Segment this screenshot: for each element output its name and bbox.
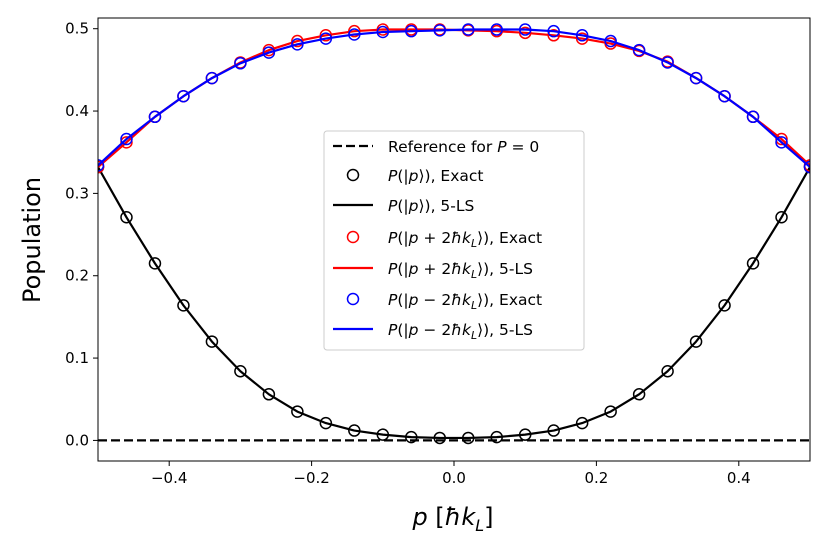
legend-label-black-5ls: P(|p⟩), 5-LS — [388, 197, 474, 215]
legend-label-blue-exact: P(|p − 2ħkL⟩), Exact — [388, 291, 542, 312]
series-1-p-p-exact-marker — [205, 335, 219, 348]
series-1-p-p-exact-marker — [632, 388, 646, 401]
series-1-p-p-exact-marker — [234, 364, 247, 378]
series-1-p-p-exact-marker — [746, 257, 760, 270]
series-5-p-p-2-k-l-exact-marker — [120, 132, 133, 146]
series-group — [98, 23, 810, 445]
series-5-p-p-2-k-l-exact-marker — [177, 89, 190, 103]
series-5-p-p-2-k-l-exact-marker — [234, 57, 247, 70]
legend-label-black-exact: P(|p⟩), Exact — [388, 167, 484, 185]
series-1-p-p-exact-marker — [262, 388, 276, 401]
series-5-p-p-2-k-l-exact-marker — [148, 110, 162, 124]
legend-box — [323, 130, 585, 351]
x-tick-label: −0.2 — [293, 469, 329, 487]
legend-label-blue-5ls: P(|p − 2ħkL⟩), 5-LS — [388, 321, 533, 342]
series-2-p-p-5-ls-line — [98, 166, 810, 440]
y-tick-label: 0.1 — [65, 349, 89, 367]
x-tick-label: 0.2 — [584, 469, 608, 487]
plot-area — [98, 23, 810, 445]
series-5-p-p-2-k-l-exact-marker — [661, 56, 674, 69]
legend-label-red-exact: P(|p + 2ħkL⟩), Exact — [388, 229, 542, 250]
series-5-p-p-2-k-l-exact-marker — [262, 46, 276, 59]
y-tick-label: 0.4 — [65, 102, 89, 120]
series-1-p-p-exact-marker — [177, 299, 190, 312]
y-axis-label: Population — [18, 177, 46, 303]
series-5-p-p-2-k-l-exact-marker — [775, 136, 788, 149]
x-tick-label: 0.4 — [727, 469, 751, 487]
series-5-p-p-2-k-l-exact-marker — [689, 71, 703, 85]
y-tick-label: 0.0 — [65, 431, 89, 449]
series-1-p-p-exact-marker — [319, 416, 333, 430]
series-1-p-p-exact-marker — [775, 211, 788, 224]
series-1-p-p-exact-marker — [148, 257, 162, 270]
y-tick-label: 0.2 — [65, 267, 89, 285]
series-5-p-p-2-k-l-exact-marker — [98, 159, 105, 172]
series-1-p-p-exact-marker — [120, 211, 133, 224]
series-1-p-p-exact-marker — [689, 335, 703, 348]
legend-label-red-5ls: P(|p + 2ħkL⟩), 5-LS — [388, 260, 533, 281]
series-5-p-p-2-k-l-exact-marker — [746, 110, 760, 124]
series-1-p-p-exact-marker — [291, 405, 304, 418]
tick-labels: −0.4 −0.2 0.0 0.2 0.4 0.0 0.1 0.2 0.3 0.4 0.5 — [65, 20, 751, 487]
series-6-p-p-2-k-l-5-ls-line — [98, 28, 810, 168]
series-1-p-p-exact-marker — [575, 416, 589, 430]
series-1-p-p-exact-marker — [604, 405, 617, 418]
legend-label-reference: Reference for P = 0 — [388, 138, 539, 156]
series-1-p-p-exact-marker — [718, 299, 731, 312]
series-5-p-p-2-k-l-exact-marker — [718, 89, 731, 103]
y-tick-label: 0.3 — [65, 184, 89, 202]
x-tick-label: −0.4 — [151, 469, 187, 487]
series-5-p-p-2-k-l-exact-marker — [803, 160, 810, 174]
series-3-p-p-2-k-l-exact-marker — [120, 136, 133, 149]
tick-marks — [93, 28, 740, 466]
series-3-p-p-2-k-l-exact-marker — [775, 132, 788, 146]
y-tick-label: 0.5 — [65, 20, 89, 38]
legend: Reference for P = 0 P(|p⟩), Exact P(|p⟩)… — [323, 130, 585, 351]
legend-handle-black-exact — [346, 168, 360, 182]
legend-handle-blue-exact — [346, 292, 360, 306]
series-5-p-p-2-k-l-exact-marker — [205, 71, 219, 85]
x-tick-label: 0.0 — [442, 469, 466, 487]
legend-handle-red-exact — [346, 230, 360, 244]
series-5-p-p-2-k-l-exact-marker — [632, 43, 646, 57]
series-1-p-p-exact-marker — [661, 364, 674, 378]
